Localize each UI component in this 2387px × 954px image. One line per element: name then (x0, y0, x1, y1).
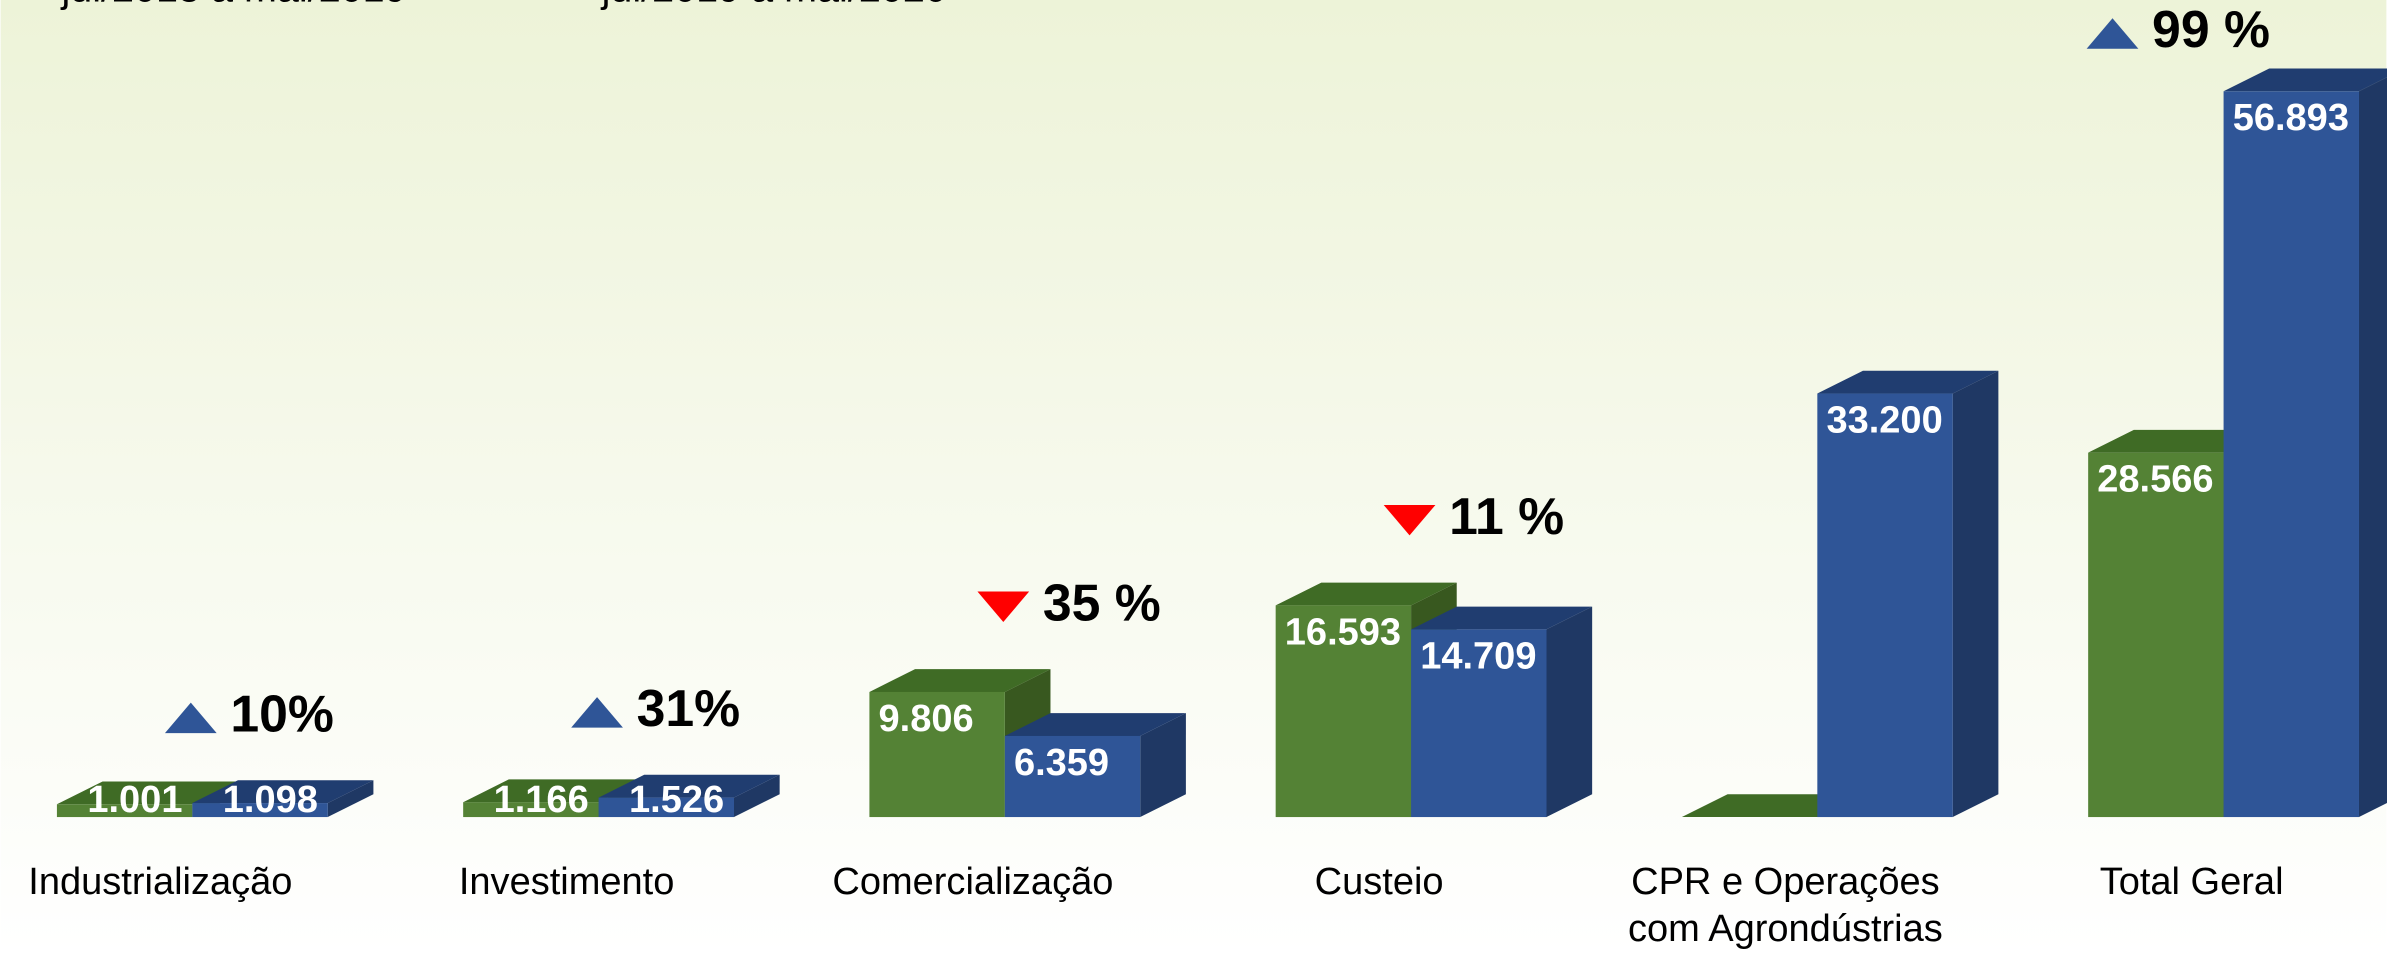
bar-front (598, 797, 734, 818)
bar-top (56, 781, 238, 805)
x-tick-label: Custeio (1315, 861, 1444, 903)
change-arrow (571, 697, 623, 728)
bar-top (463, 779, 645, 803)
value-label: 1.526 (629, 779, 724, 821)
x-tick-label: Comercialização (832, 861, 1113, 903)
value-label: 33.200 (1826, 399, 1942, 441)
bar (869, 669, 1051, 818)
bar-front (56, 804, 193, 818)
change-arrow (1383, 504, 1436, 536)
change-label: 10% (230, 685, 334, 743)
bar-front (1411, 629, 1547, 818)
bar-front (2223, 91, 2359, 818)
bar (598, 774, 780, 818)
bar-side (1140, 713, 1186, 818)
bar (2223, 68, 2387, 818)
x-tick-label: Investimento (459, 861, 675, 903)
bar-side (1546, 606, 1593, 818)
change-arrow (977, 591, 1030, 622)
bar-side (733, 774, 780, 818)
bar-top (1411, 606, 1593, 630)
bar (1004, 713, 1186, 818)
bar-top (598, 774, 780, 798)
bar-top (1004, 713, 1186, 736)
bar (1411, 606, 1593, 818)
bar (1817, 370, 1999, 818)
bar-front (463, 802, 599, 818)
change-label: 31% (637, 679, 741, 737)
bar-side (2358, 77, 2387, 818)
value-label: 1.098 (223, 779, 318, 821)
value-label: 1.001 (87, 779, 182, 821)
legend-label: jul/2018 a mai/2019 (60, 0, 406, 10)
bar-side (1952, 370, 1999, 818)
bar-side (327, 780, 374, 818)
change-label: 11 % (1449, 487, 1564, 545)
value-label: 16.593 (1285, 611, 1401, 653)
value-label: 6.359 (1014, 742, 1109, 784)
bar-top (2223, 68, 2387, 92)
x-tick-label: CPR e Operações (1631, 861, 1939, 903)
x-tick-label: com Agrondústrias (1628, 908, 1943, 950)
bar-front (1817, 393, 1953, 818)
bar-top (192, 780, 374, 804)
change-arrow (164, 702, 217, 734)
bar-front (1275, 605, 1412, 818)
bar-front (192, 803, 328, 818)
change-label: 35 % (1043, 573, 1161, 631)
value-label: 56.893 (2233, 97, 2349, 139)
bar-front (869, 691, 1005, 818)
value-label: 28.566 (2097, 459, 2213, 501)
value-label: 14.709 (1420, 635, 1536, 677)
change-arrow (2086, 18, 2139, 49)
bar-top (869, 669, 1051, 692)
bar-front (1004, 735, 1141, 818)
change-label: 99 % (2152, 0, 2270, 58)
value-label: 1.166 (494, 779, 589, 821)
x-tick-label: Industrialização (28, 861, 292, 903)
bar-front (2088, 452, 2224, 818)
bar-top (1275, 582, 1457, 606)
bar-top (1817, 370, 1999, 394)
bar (192, 780, 374, 818)
x-tick-label: Total Geral (2100, 861, 2284, 903)
legend-label: jul/2019 a mai/2020 (601, 0, 947, 10)
value-label: 9.806 (879, 698, 974, 740)
